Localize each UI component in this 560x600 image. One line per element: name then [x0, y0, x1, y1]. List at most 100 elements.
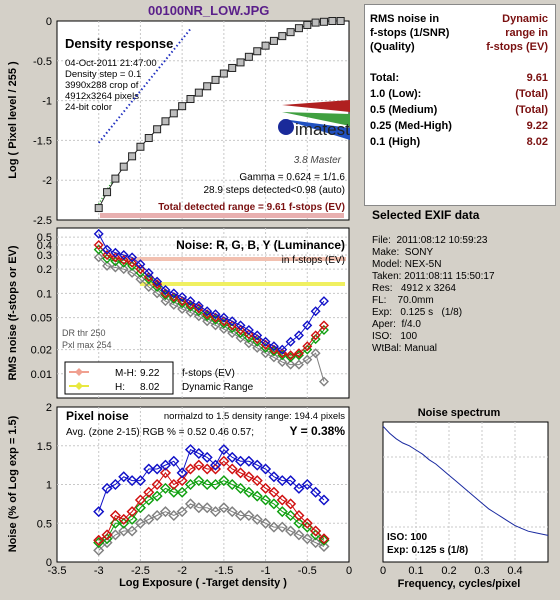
density-point [253, 47, 262, 56]
noise-point [143, 267, 154, 278]
pixel-point [209, 478, 222, 491]
spectrum-xtick-label: 0.4 [507, 565, 522, 577]
noise-point [152, 276, 163, 287]
noise-point [152, 288, 163, 299]
noise-point [102, 250, 113, 260]
noise-panel: 0.50.40.3 0.2 0.1 0.05 0.02 0.01 RMS noise (f… [7, 227, 350, 399]
pixel-xtick-label: -1 [261, 565, 271, 577]
exif-line: FL: 70.0mm [372, 295, 434, 306]
density-point [319, 17, 328, 26]
noise-point [135, 274, 146, 285]
pixel-point [276, 506, 288, 518]
density-point [119, 162, 128, 171]
noise-subtitle: in f-stops (EV) [282, 255, 345, 266]
dr-row-value: (Total) [515, 88, 548, 100]
pixel-point [268, 521, 280, 533]
noise-point [127, 252, 138, 263]
density-point [111, 174, 120, 183]
pixel-point [176, 486, 188, 498]
pixel-point [201, 478, 213, 491]
noise-point [310, 334, 321, 345]
pixel-point [310, 486, 322, 498]
dynamic-range-summary: RMS noise in f-stops (1/SNR) (Quality) D… [364, 4, 556, 206]
pixel-point [318, 494, 330, 506]
gamma-text: Gamma = 0.624 = 1/1.6 [239, 172, 345, 183]
pixel-point [184, 444, 197, 456]
pixel-point [101, 482, 113, 494]
pixel-point [134, 475, 146, 487]
noise-point [135, 264, 146, 275]
pixel-series-line [98, 503, 325, 551]
density-ytick-label: -0.5 [33, 56, 52, 68]
exif-line: WtBal: Manual [372, 343, 438, 354]
pixel-point [176, 475, 188, 487]
noise-point [160, 285, 171, 296]
noise-point [318, 296, 329, 307]
pixel-point [109, 509, 121, 522]
pixel-point [93, 506, 105, 518]
pixel-point [226, 478, 238, 491]
pixel-panel: 2 1.5 1 0.5 0 -3.5 -3 -2.5 -2 -1.5 -1 -0.5 0 Noise … [7, 402, 352, 589]
dr-thr-text: DR thr 250 [62, 328, 106, 338]
density-ytick-label: -1 [42, 96, 52, 108]
noise-point [268, 352, 279, 363]
spectrum-xtick-label: 0.3 [474, 565, 489, 577]
density-title: Density response [65, 36, 173, 51]
noise-ytick-label: 0.01 [31, 369, 52, 381]
pixel-point [93, 544, 105, 556]
noise-point [160, 296, 171, 307]
noise-point [293, 348, 304, 359]
noise-point [277, 357, 288, 368]
noise-point [110, 262, 121, 273]
noise-ytick-label: 0.02 [31, 345, 52, 357]
pixel-point [226, 506, 238, 518]
pixel-point [159, 467, 172, 479]
noise-point [102, 253, 113, 264]
pixel-point [143, 494, 155, 506]
dr-row-high: 0.1 (High) 8.02 [370, 136, 548, 152]
dr-row-low: 1.0 (Low): (Total) [370, 88, 548, 104]
pixel-point [293, 517, 305, 529]
pixel-point [176, 506, 188, 518]
noise-point [218, 312, 229, 323]
legend-box [64, 361, 174, 395]
pixel-xtick-label: -3 [94, 565, 104, 577]
pixel-point [201, 463, 213, 475]
exif-line: Res: 4912 x 3264 [372, 283, 456, 294]
density-point [194, 88, 203, 97]
noise-point [210, 309, 221, 320]
noise-point [318, 320, 329, 331]
pixel-point [168, 509, 180, 522]
noise-point [202, 316, 213, 327]
noise-point [235, 325, 246, 336]
spectrum-xlabel: Frequency, cycles/pixel [398, 578, 521, 590]
pixel-ytick-label: 1 [46, 480, 52, 492]
noise-point [243, 325, 254, 336]
pixel-point [293, 529, 305, 541]
pixel-point [193, 447, 205, 460]
pixel-point [151, 463, 163, 475]
density-point [286, 28, 295, 37]
noise-point [310, 306, 321, 317]
pixel-point [201, 502, 213, 514]
pixel-point [209, 459, 222, 471]
h-range-bar [140, 282, 345, 286]
pixel-point [268, 471, 280, 483]
noise-ytick-label: 0.4 [37, 240, 52, 252]
imatest-logo-text: imatest [295, 120, 350, 139]
noise-point [185, 299, 196, 310]
legend-note-dr: Dynamic Range [182, 382, 254, 393]
noise-point [118, 264, 129, 275]
exif-title: Selected EXIF data [372, 208, 480, 222]
noise-point [185, 307, 196, 318]
pixel-point [260, 463, 272, 475]
pixel-point [251, 475, 263, 487]
noise-point [227, 328, 238, 339]
pixel-point [159, 482, 172, 494]
density-point [211, 75, 220, 84]
spectrum-xtick-label: 0.1 [408, 565, 423, 577]
pixel-point [234, 509, 247, 522]
pixel-avg-text: Avg. (zone 2-15) RGB % = 0.52 0.46 0.57; [66, 427, 254, 438]
dr-header-line: f-stops (EV) [486, 41, 548, 53]
noise-point [318, 376, 329, 387]
